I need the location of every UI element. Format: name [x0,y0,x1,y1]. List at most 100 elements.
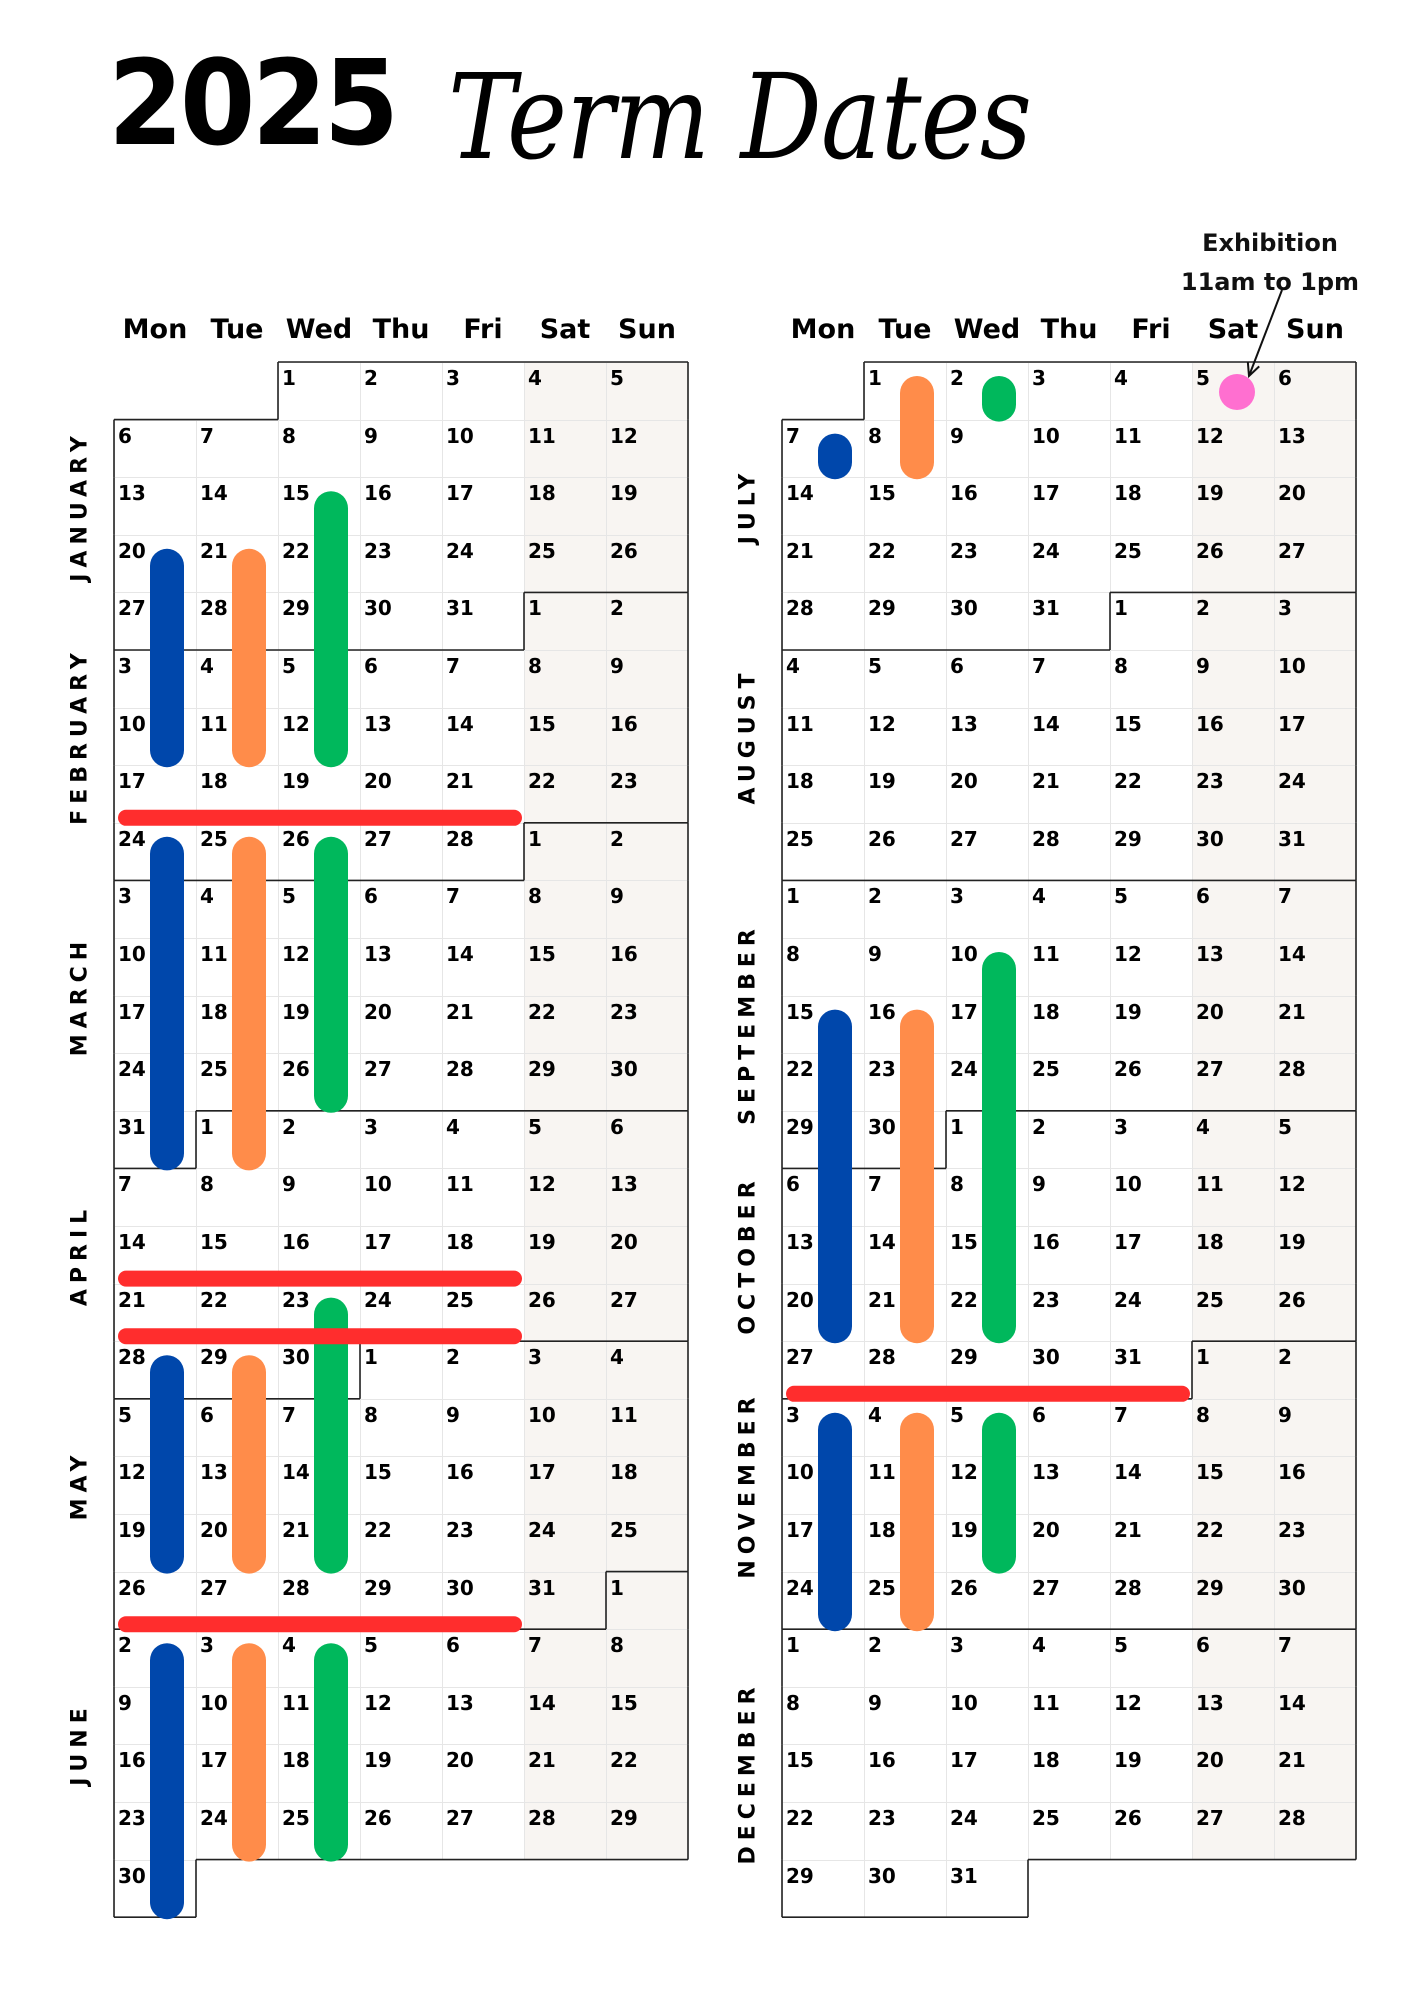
day-number: 19 [868,769,896,794]
day-cell: 22 [782,1053,864,1111]
day-number: 24 [364,1287,392,1312]
day-number: 29 [1196,1575,1224,1600]
day-number: 2 [610,596,624,621]
weekday-header-mon: Mon [790,314,856,345]
day-number: 16 [610,942,638,966]
day-number: 25 [200,826,228,851]
day-number: 1 [528,596,542,621]
day-cell: 8 [1192,1398,1274,1457]
day-cell: 5 [1192,362,1274,420]
day-cell: 29 [1192,1571,1274,1630]
day-number: 23 [1196,769,1224,794]
day-number: 2 [446,1345,460,1370]
day-number: 28 [446,826,474,851]
day-number: 6 [364,654,378,678]
day-number: 22 [1196,1518,1224,1542]
day-cell: 15 [606,1686,688,1745]
day-number: 12 [528,1172,556,1197]
day-cell: 19 [1274,1226,1356,1284]
day-number: 23 [364,538,392,563]
day-number: 26 [868,826,896,851]
day-cell: 19 [864,765,946,823]
day-number: 25 [282,1806,310,1830]
day-cell: 19 [1192,477,1274,535]
day-number: 3 [200,1633,214,1658]
day-cell: 10 [442,419,524,478]
day-number: 3 [364,1114,378,1139]
day-cell: 21 [442,995,524,1054]
day-number: 29 [1114,826,1142,851]
day-number: 11 [200,711,228,736]
day-number: 19 [610,481,638,506]
day-cell: 18 [864,1514,946,1572]
day-cell: 23 [360,534,442,593]
day-number: 28 [118,1345,146,1370]
day-number: 4 [610,1345,624,1370]
day-number: 8 [868,423,882,448]
day-number: 10 [528,1402,556,1427]
day-cell: 21 [1274,1744,1356,1802]
day-number: 28 [1278,1806,1306,1830]
day-number: 25 [786,826,814,851]
day-number: 13 [364,942,392,966]
month-name: OCTOBER [735,1175,761,1335]
day-number: 26 [1114,1057,1142,1082]
day-cell: 5 [1274,1110,1356,1169]
day-number: 30 [868,1114,896,1139]
day-cell: 4 [1110,362,1192,420]
day-cell: 26 [946,1571,1028,1630]
day-number: 29 [528,1057,556,1082]
day-number: 5 [282,884,296,909]
day-number: 18 [528,481,556,506]
day-cell: 22 [782,1802,864,1860]
day-cell: 17 [1110,1226,1192,1284]
day-cell: 11 [864,1456,946,1514]
day-number: 26 [118,1575,146,1600]
day-cell: 6 [606,1110,688,1169]
day-cell: 10 [1274,650,1356,708]
day-number: 9 [1032,1172,1046,1197]
day-number: 12 [1114,1690,1142,1715]
day-number: 15 [200,1230,228,1254]
day-number: 4 [528,366,542,390]
day-number: 25 [1196,1287,1224,1312]
day-cell: 19 [1110,1744,1192,1802]
day-number: 22 [868,538,896,563]
day-number: 1 [1114,596,1128,621]
day-cell: 26 [360,1802,442,1860]
day-number: 7 [786,423,800,448]
day-cell: 12 [524,1168,606,1226]
day-cell: 14 [442,938,524,996]
day-cell: 28 [1274,1053,1356,1111]
day-cell: 18 [524,477,606,535]
day-number: 9 [364,423,378,448]
day-number: 14 [868,1230,896,1254]
day-number: 29 [786,1863,814,1888]
day-cell: 23 [1192,765,1274,823]
day-cell: 3 [1274,592,1356,650]
day-number: 21 [446,999,474,1024]
day-cell: 25 [782,822,864,881]
day-number: 10 [786,1460,814,1485]
day-cell: 13 [114,477,196,535]
weekday-header-tue: Tue [210,314,264,345]
day-number: 18 [786,769,814,794]
day-cell: 19 [606,477,688,535]
day-number: 3 [950,1633,964,1658]
day-cell: 15 [196,1226,278,1284]
day-cell: 29 [782,1110,864,1169]
day-cell: 31 [1028,592,1110,650]
day-cell: 13 [606,1168,688,1226]
day-number: 22 [528,769,556,794]
day-cell: 22 [524,995,606,1054]
day-cell: 5 [946,1398,1028,1457]
day-number: 30 [1278,1575,1306,1600]
day-number: 17 [364,1230,392,1254]
day-number: 9 [1196,654,1210,678]
day-cell: 29 [606,1802,688,1860]
day-number: 31 [1032,596,1060,621]
day-number: 22 [282,538,310,563]
day-number: 5 [868,654,882,678]
day-cell: 18 [1192,1226,1274,1284]
day-number: 18 [868,1518,896,1542]
